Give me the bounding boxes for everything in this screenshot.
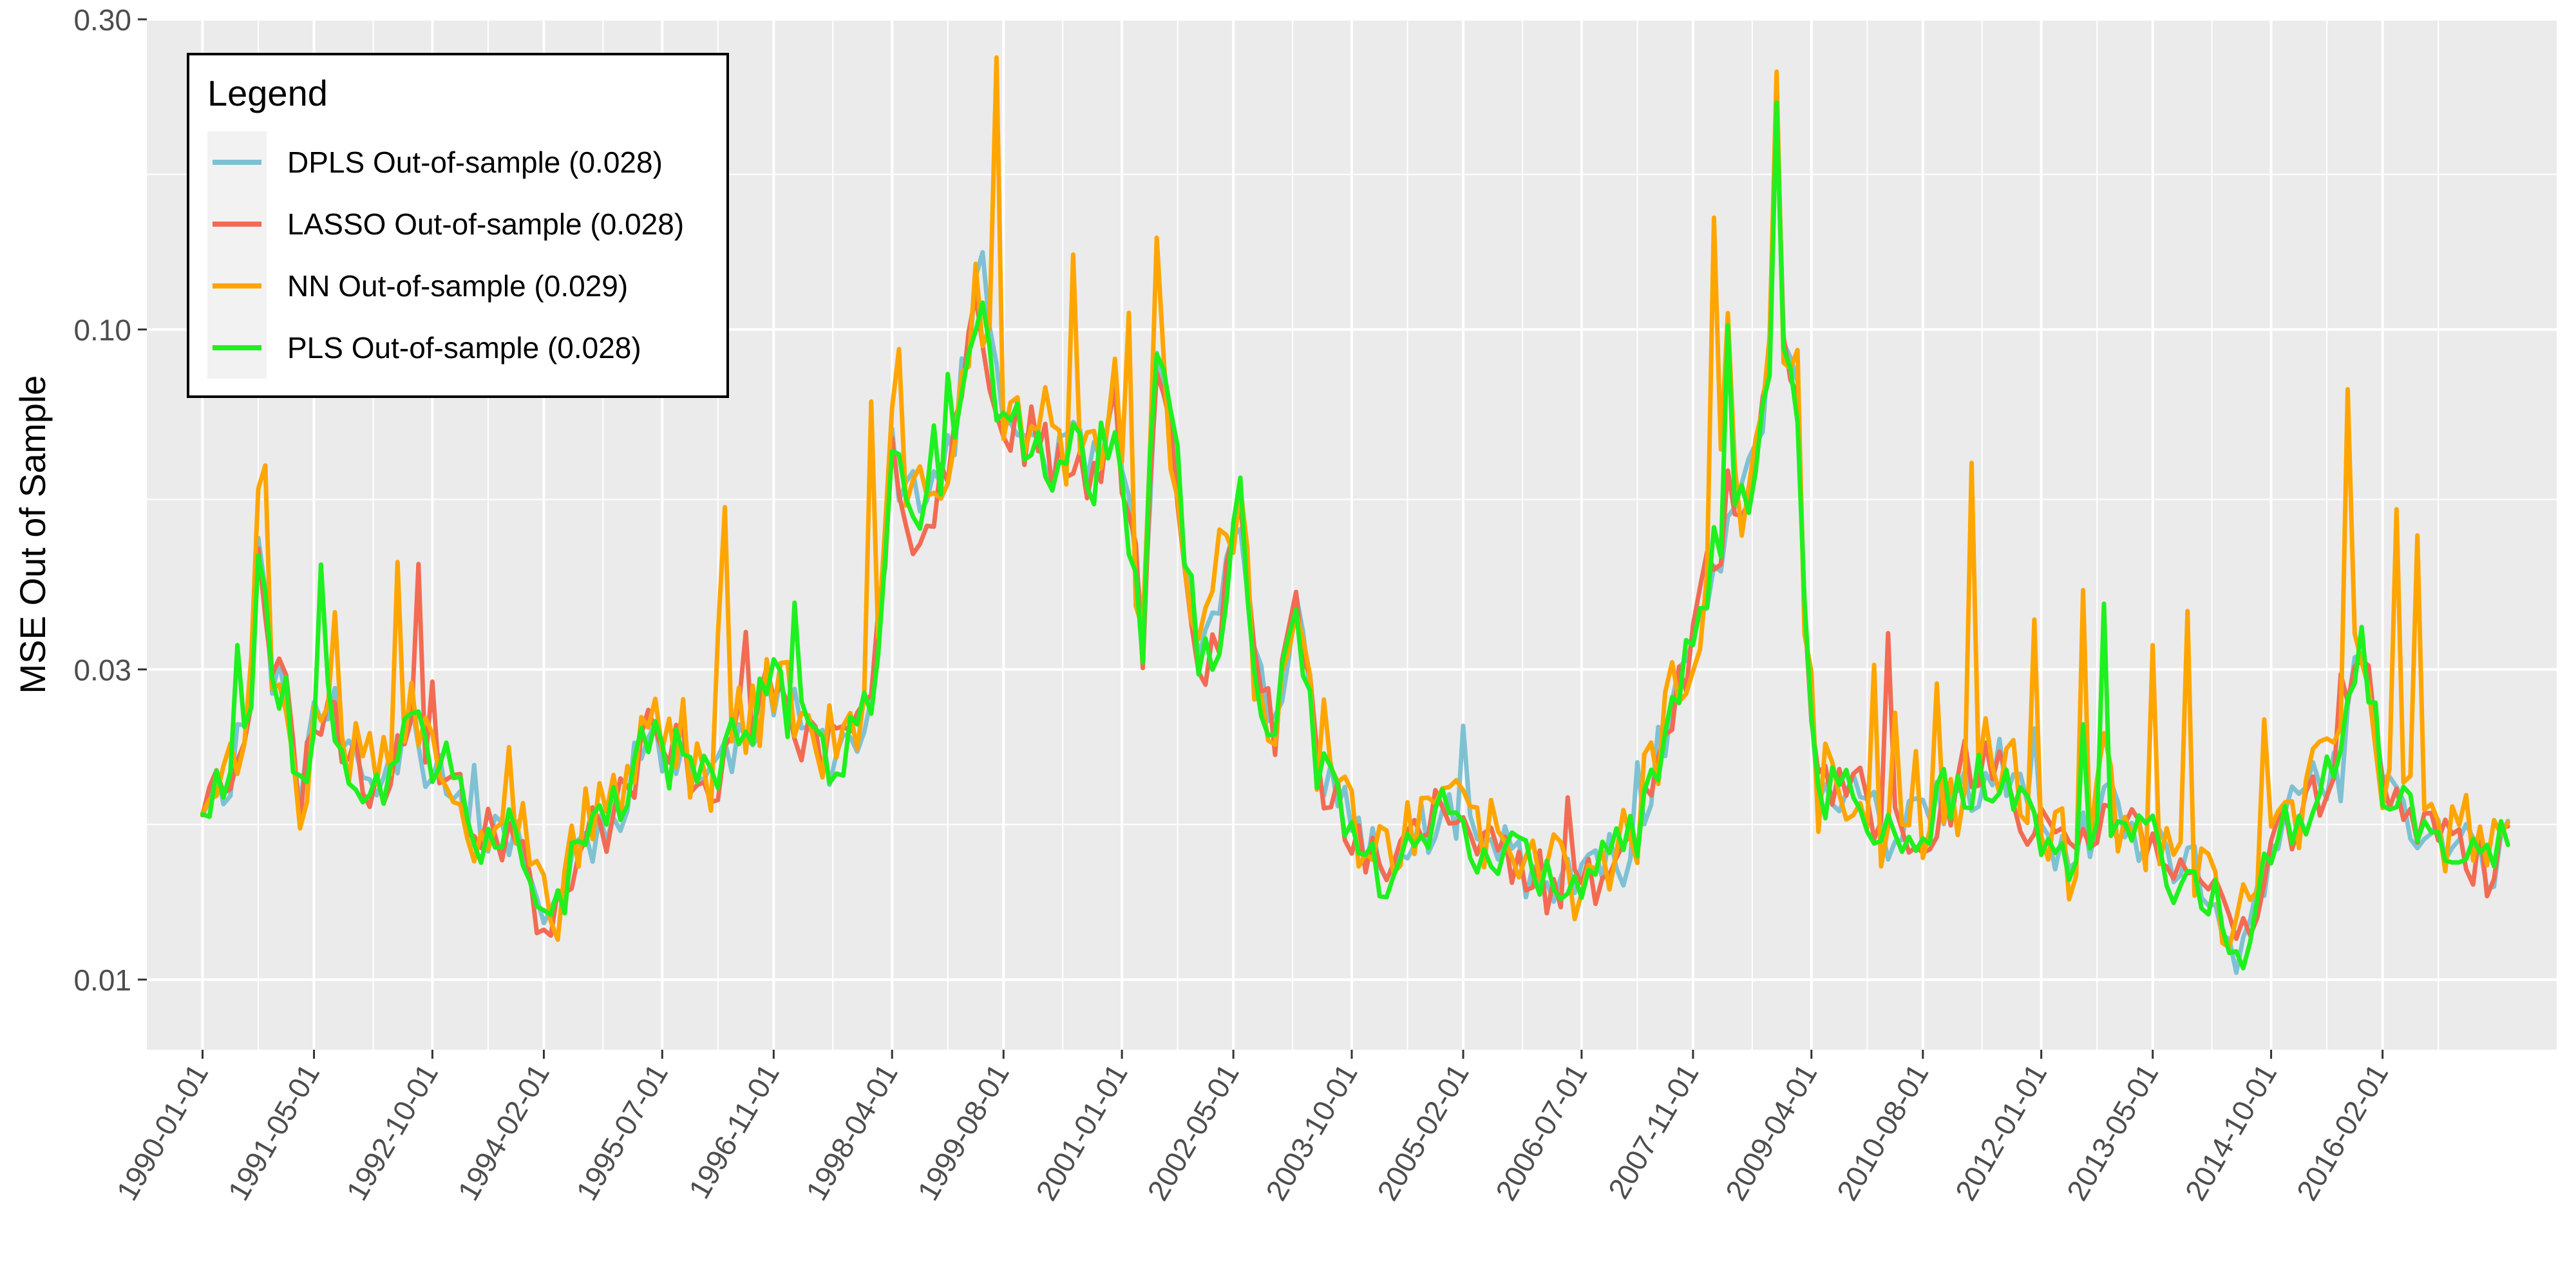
legend-box bbox=[187, 53, 729, 398]
legend-label: DPLS Out-of-sample (0.028) bbox=[287, 146, 663, 179]
series-layer bbox=[200, 55, 2510, 975]
y-tick-label: 0.30 bbox=[73, 3, 131, 37]
legend-label: LASSO Out-of-sample (0.028) bbox=[287, 207, 684, 241]
legend: Legend DPLS Out-of-sample (0.028) LASSO O… bbox=[187, 53, 729, 398]
y-tick-label: 0.03 bbox=[73, 653, 131, 687]
legend-items: DPLS Out-of-sample (0.028) LASSO Out-of-s… bbox=[207, 131, 684, 379]
series-line bbox=[200, 100, 2510, 971]
y-axis: 0.01 0.03 0.10 0.30 bbox=[73, 3, 147, 997]
legend-title: Legend bbox=[207, 73, 328, 113]
y-tick-label: 0.10 bbox=[73, 314, 131, 347]
legend-label: NN Out-of-sample (0.029) bbox=[287, 269, 628, 303]
legend-label: PLS Out-of-sample (0.028) bbox=[287, 331, 641, 365]
y-tick-label: 0.01 bbox=[73, 963, 131, 997]
y-axis-title: MSE Out of Sample bbox=[12, 375, 53, 694]
grid-major bbox=[147, 18, 2557, 1050]
